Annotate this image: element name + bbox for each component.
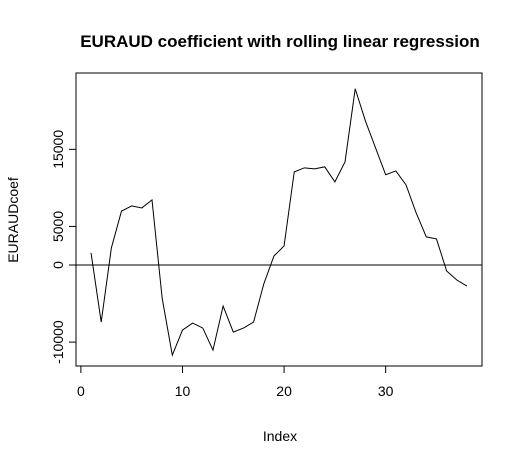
x-tick-label: 20: [276, 383, 292, 399]
chart-title: EURAUD coefficient with rolling linear r…: [80, 32, 480, 51]
y-tick-label: 5000: [50, 211, 66, 242]
x-tick-label: 0: [77, 383, 85, 399]
y-tick-label: 15000: [50, 130, 66, 169]
x-tick-label: 10: [175, 383, 191, 399]
data-line: [90, 88, 468, 358]
x-axis-label: Index: [263, 428, 297, 444]
y-tick-label: 0: [50, 261, 66, 269]
x-tick-label: 30: [378, 383, 394, 399]
y-tick-label: -10000: [50, 320, 66, 364]
y-axis-label: EURAUDcoef: [5, 177, 21, 263]
